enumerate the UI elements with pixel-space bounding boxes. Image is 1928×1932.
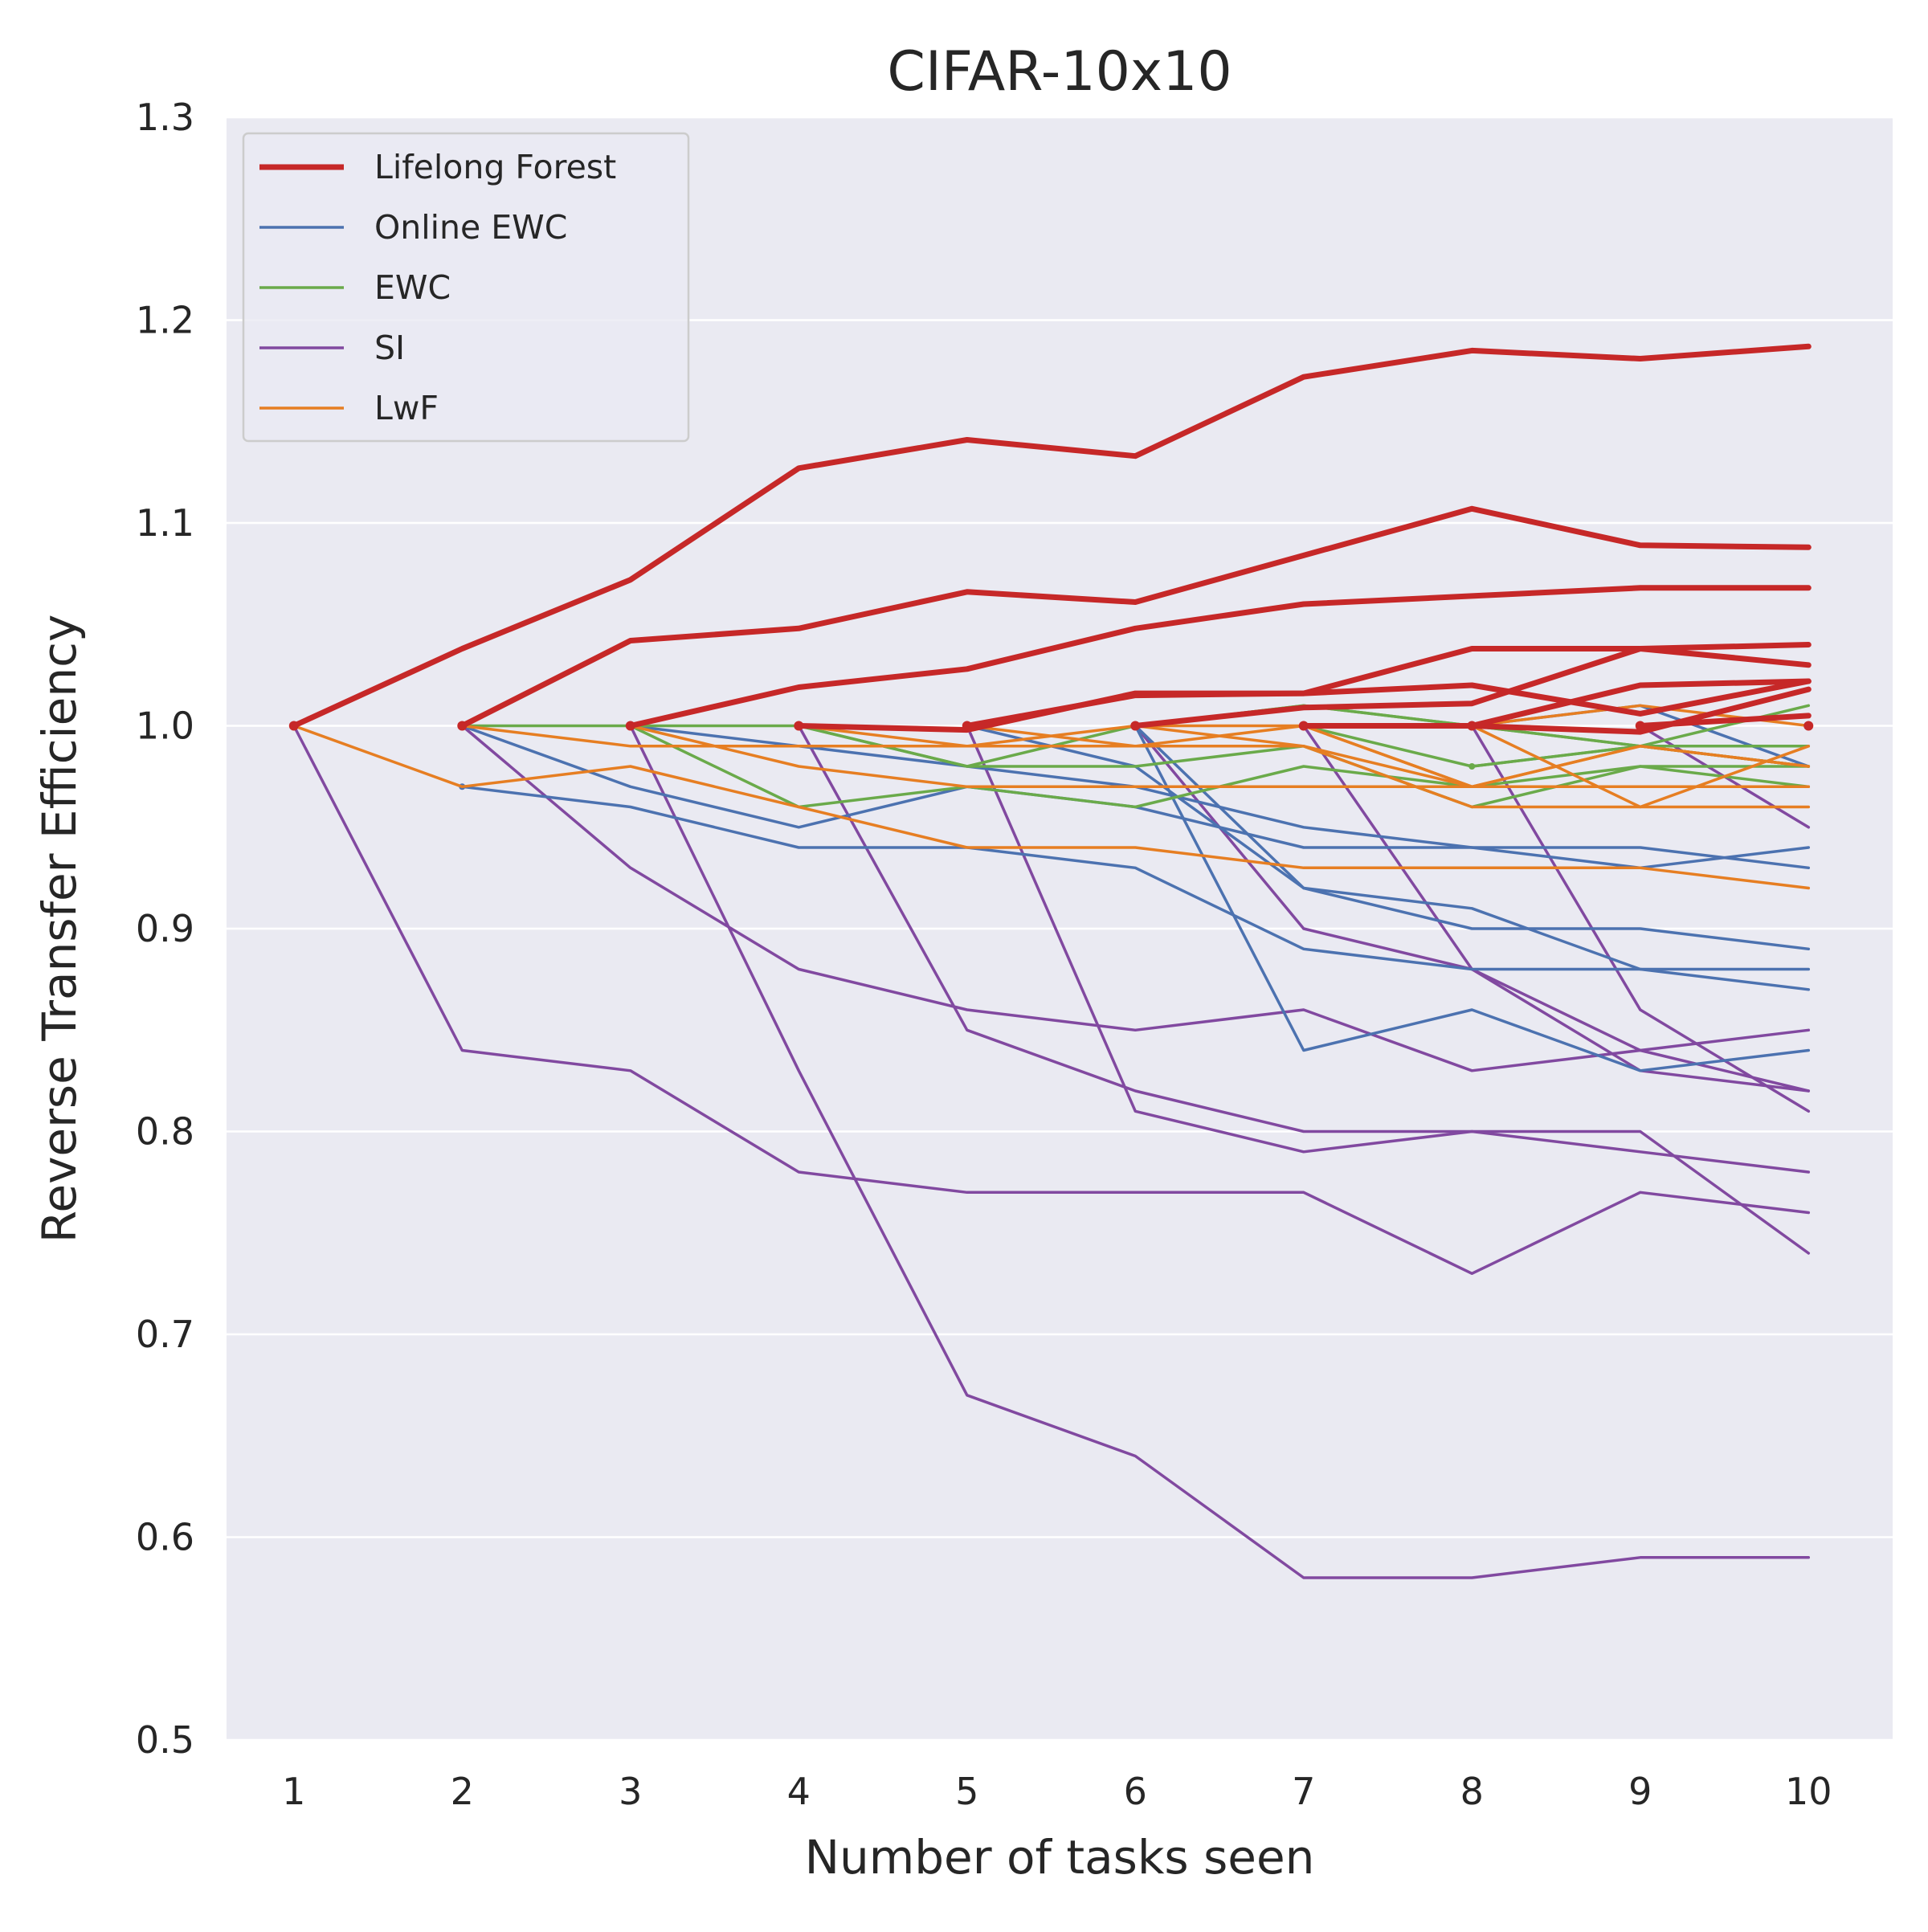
ewc-series-line [460,724,1811,809]
lifelong-forest-series-line [291,343,1812,729]
x-tick-label: 6 [1124,1770,1147,1813]
lifelong-forest-series-line [1301,678,1812,729]
x-tick-label: 7 [1292,1770,1315,1813]
lifelong-forest-series-start-point [1803,721,1814,731]
legend-label: Online EWC [374,208,567,247]
series-layer [288,343,1814,1579]
ewc-series-start-point [1468,763,1476,770]
lifelong-forest-series-start-point [457,721,468,731]
x-axis-label: Number of tasks seen [805,1830,1315,1885]
si-series-line [797,724,1811,1255]
lifelong-forest-series-line [964,678,1812,729]
lwf-series-line [1470,724,1811,809]
legend-label: Lifelong Forest [374,148,616,186]
x-tick-label: 5 [955,1770,978,1813]
lifelong-forest-series-line [1468,686,1812,735]
y-tick-label: 0.7 [136,1313,194,1356]
x-tick-label: 4 [787,1770,811,1813]
lifelong-forest-series-start-point [962,721,972,731]
online-ewc-series-line [1134,724,1811,1072]
lifelong-forest-series-line [459,505,1812,729]
lifelong-forest-series-start-point [794,721,804,731]
x-tick-label: 2 [451,1770,474,1813]
si-series-line [1470,724,1811,1113]
x-tick-label: 3 [619,1770,642,1813]
si-series-line [966,724,1811,1174]
lwf-series-line [629,724,1811,789]
online-ewc-series-line [966,724,1811,991]
y-tick-label: 0.8 [136,1110,194,1154]
y-axis-label: Reverse Transfer Efficiency [32,615,87,1244]
y-tick-label: 1.3 [136,96,194,139]
y-tick-label: 1.1 [136,501,194,545]
legend-label: EWC [374,268,451,307]
lifelong-forest-series-line [1637,713,1812,729]
lifelong-forest-series-line [1132,646,1812,729]
legend-label: SI [374,329,405,367]
y-tick-label: 0.6 [136,1516,194,1559]
chart-title: CIFAR-10x10 [887,40,1232,104]
x-tick-label: 10 [1785,1770,1832,1813]
online-ewc-series-line [1134,724,1811,951]
x-tick-label: 1 [282,1770,305,1813]
lifelong-forest-series-start-point [1467,721,1477,731]
lifelong-forest-series-start-point [625,721,635,731]
x-tick-label: 8 [1460,1770,1484,1813]
legend: Lifelong Forest Online EWC EWC SI LwF [242,132,690,443]
y-tick-label: 0.9 [136,907,194,950]
si-series-line [292,724,1811,1276]
lifelong-forest-series-start-point [288,721,299,731]
x-tick-label: 9 [1628,1770,1652,1813]
lifelong-forest-series-start-point [1298,721,1309,731]
lifelong-forest-series-start-point [1635,721,1645,731]
legend-label: LwF [374,389,439,427]
tick-layer: 0.5 0.6 0.7 0.8 0.9 1.0 1.1 1.2 1.3 1 2 3 4 5 6 7 8 9 10 [136,96,1832,1813]
si-series-line [460,724,1811,1072]
lifelong-forest-series-line [627,585,1812,729]
lwf-series-line [292,724,1811,890]
legend-box [242,132,690,443]
si-series-line [629,724,1811,1579]
y-tick-label: 1.2 [136,299,194,342]
lifelong-forest-series-start-point [1130,721,1141,731]
y-tick-label: 1.0 [136,705,194,748]
online-ewc-series-line [460,785,1811,971]
y-tick-label: 0.5 [136,1718,194,1762]
